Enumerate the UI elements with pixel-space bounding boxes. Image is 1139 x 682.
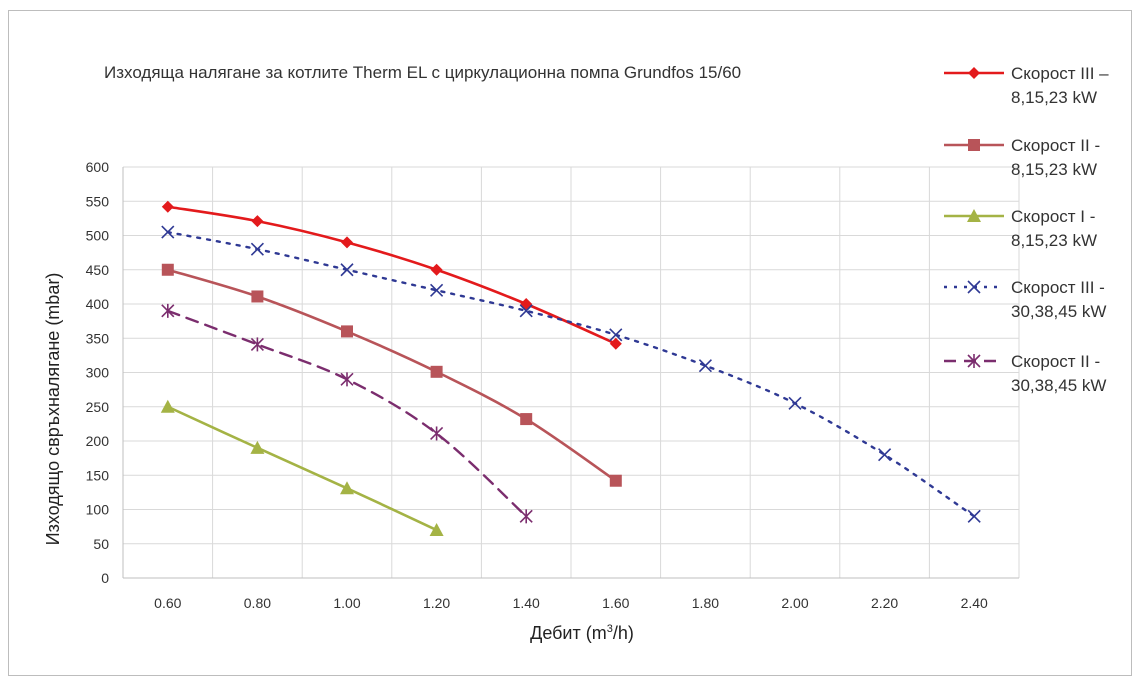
data-point-speed-1-8-15-23kw — [430, 523, 444, 536]
marker-shape — [340, 481, 354, 494]
y-tick-label: 150 — [86, 467, 110, 483]
legend-label-line2: 8,15,23 kW — [1011, 88, 1097, 107]
data-point-speed-2-30-38-45kw — [431, 426, 443, 440]
data-point-speed-2-8-15-23kw — [431, 366, 443, 378]
data-point-speed-2-8-15-23kw — [610, 475, 622, 487]
marker-shape — [341, 325, 353, 337]
y-tick-label: 600 — [86, 159, 110, 175]
data-point-speed-3-30-38-45kw — [251, 243, 263, 255]
marker-shape — [250, 441, 264, 454]
marker-shape — [430, 523, 444, 536]
data-point-speed-3-30-38-45kw — [879, 449, 891, 461]
x-axis-title: Дебит (m3/h) — [530, 623, 634, 643]
data-point-speed-3-8-15-23kw — [520, 298, 532, 310]
marker-shape — [341, 236, 353, 248]
legend-label-line2: 30,38,45 kW — [1011, 376, 1106, 395]
marker-shape — [251, 215, 263, 227]
marker-shape — [431, 264, 443, 276]
data-point-speed-3-8-15-23kw — [251, 215, 263, 227]
y-tick-label: 450 — [86, 262, 110, 278]
data-point-speed-2-30-38-45kw — [520, 509, 532, 523]
data-point-speed-2-8-15-23kw — [520, 413, 532, 425]
data-point-speed-3-8-15-23kw — [341, 236, 353, 248]
data-point-speed-3-30-38-45kw — [789, 397, 801, 409]
chart-svg: Изходяща налягане за котлите Therm EL с … — [9, 11, 1133, 677]
x-tick-label: 0.60 — [154, 595, 181, 611]
marker-shape — [968, 67, 980, 79]
x-tick-labels: 0.60 0.80 1.00 1.20 1.40 1.60 1.80 2.00 2.20 2.40 — [154, 595, 988, 611]
legend-label-line1: Скорост III – — [1011, 64, 1109, 83]
x-tick-label: 1.40 — [513, 595, 540, 611]
x-axis-title-main: Дебит (m — [530, 623, 607, 643]
data-point-speed-2-30-38-45kw — [341, 372, 353, 386]
marker-shape — [520, 298, 532, 310]
data-point-speed-2-8-15-23kw — [341, 325, 353, 337]
legend-item-speed-3-30-38-45kw: Скорост III - 30,38,45 kW — [944, 278, 1106, 321]
data-point-speed-3-30-38-45kw — [162, 226, 174, 238]
data-point-speed-2-8-15-23kw — [162, 264, 174, 276]
y-tick-label: 100 — [86, 502, 110, 518]
y-tick-label: 550 — [86, 193, 110, 209]
y-tick-label: 50 — [93, 536, 109, 552]
legend-item-speed-1-8-15-23kw: Скорост I - 8,15,23 kW — [944, 207, 1097, 250]
legend-item-speed-2-8-15-23kw: Скорост II - 8,15,23 kW — [944, 136, 1100, 179]
data-point-speed-2-30-38-45kw — [162, 304, 174, 318]
x-tick-label: 0.80 — [244, 595, 271, 611]
marker-shape — [968, 139, 980, 151]
legend-swatch-marker — [968, 139, 980, 151]
data-point-speed-3-30-38-45kw — [699, 360, 711, 372]
y-axis-title: Изходящо свръхналягане (mbar) — [43, 273, 63, 546]
data-point-speed-3-30-38-45kw — [968, 510, 980, 522]
chart-frame: Изходяща налягане за котлите Therm EL с … — [8, 10, 1132, 676]
marker-shape — [520, 413, 532, 425]
y-tick-label: 0 — [101, 570, 109, 586]
data-point-speed-3-8-15-23kw — [162, 201, 174, 213]
marker-shape — [251, 290, 263, 302]
x-tick-label: 1.00 — [333, 595, 360, 611]
legend-label-line1: Скорост II - — [1011, 136, 1100, 155]
y-tick-label: 350 — [86, 330, 110, 346]
legend-label-line1: Скорост II - — [1011, 352, 1100, 371]
data-point-speed-2-8-15-23kw — [251, 290, 263, 302]
legend-item-speed-2-30-38-45kw: Скорост II - 30,38,45 kW — [944, 352, 1106, 395]
legend-swatch-marker — [968, 67, 980, 79]
y-tick-label: 300 — [86, 365, 110, 381]
x-tick-label: 2.40 — [961, 595, 988, 611]
legend-item-speed-3-8-15-23kw: Скорост III – 8,15,23 kW — [944, 64, 1109, 107]
legend-label-line2: 8,15,23 kW — [1011, 231, 1097, 250]
x-tick-label: 2.00 — [781, 595, 808, 611]
y-tick-label: 500 — [86, 228, 110, 244]
x-tick-label: 1.20 — [423, 595, 450, 611]
legend-label-line2: 30,38,45 kW — [1011, 302, 1106, 321]
legend-swatch-marker — [968, 281, 980, 293]
marker-shape — [610, 475, 622, 487]
marker-shape — [162, 264, 174, 276]
marker-shape — [162, 201, 174, 213]
y-tick-label: 200 — [86, 433, 110, 449]
data-point-speed-1-8-15-23kw — [250, 441, 264, 454]
chart-title: Изходяща налягане за котлите Therm EL с … — [104, 63, 741, 82]
grid — [123, 167, 1019, 578]
x-tick-label: 1.60 — [602, 595, 629, 611]
x-tick-label: 1.80 — [692, 595, 719, 611]
x-tick-label: 2.20 — [871, 595, 898, 611]
data-point-speed-1-8-15-23kw — [340, 481, 354, 494]
data-point-speed-2-30-38-45kw — [251, 337, 263, 351]
legend: Скорост III – 8,15,23 kW Скорост II - 8,15,… — [944, 64, 1109, 395]
legend-label-line1: Скорост I - — [1011, 207, 1095, 226]
legend-label-line1: Скорост III - — [1011, 278, 1105, 297]
marker-shape — [431, 366, 443, 378]
y-tick-labels: 0 50 100 150 200 250 300 350 400 450 500 550 600 — [86, 159, 110, 586]
y-tick-label: 400 — [86, 296, 110, 312]
y-tick-label: 250 — [86, 399, 110, 415]
legend-label-line2: 8,15,23 kW — [1011, 160, 1097, 179]
x-axis-title-unit: /h) — [613, 623, 634, 643]
data-point-speed-3-8-15-23kw — [431, 264, 443, 276]
